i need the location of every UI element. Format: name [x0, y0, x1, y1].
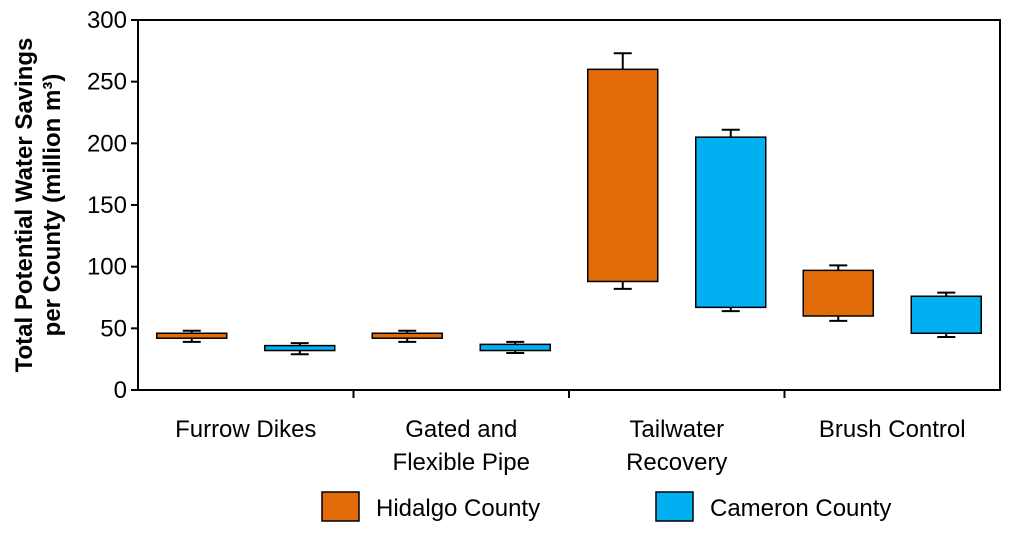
legend: Hidalgo County Cameron County: [321, 491, 891, 522]
box-iqr: [802, 269, 874, 317]
box-hidalgo-county: [156, 329, 228, 343]
axes: [137, 19, 1001, 391]
legend-item: Hidalgo County: [321, 491, 540, 522]
box-iqr: [264, 344, 336, 352]
box-iqr: [371, 332, 443, 339]
legend-swatch: [321, 491, 360, 522]
legend-item: Cameron County: [655, 491, 891, 522]
y-tick-label: 0: [114, 377, 127, 404]
x-category-label: Flexible Pipe: [393, 449, 530, 476]
y-axis-ticks: 0 50 100 150 200 250 300: [87, 7, 138, 404]
y-axis-title-line: per County (million m³): [39, 74, 66, 337]
y-axis-title-line: Total Potential Water Savings: [11, 38, 38, 373]
boxes: [156, 52, 982, 356]
y-tick-label: 50: [100, 315, 127, 342]
box-cameron-county: [695, 128, 767, 313]
box-iqr: [156, 332, 228, 339]
box-hidalgo-county: [587, 52, 659, 290]
box-iqr: [695, 136, 767, 309]
box-cameron-county: [479, 340, 551, 354]
x-category-label: Gated and: [405, 416, 517, 443]
y-axis-title: Total Potential Water Savings per County …: [11, 38, 66, 373]
y-tick-label: 300: [87, 7, 127, 34]
x-axis-ticks: Furrow Dikes Gated and Flexible Pipe Tailwa…: [175, 390, 966, 476]
box-hidalgo-county: [802, 264, 874, 322]
legend-label: Cameron County: [710, 495, 891, 522]
box-iqr: [587, 68, 659, 283]
box-iqr: [479, 343, 551, 352]
y-tick-label: 250: [87, 69, 127, 96]
y-tick-label: 150: [87, 192, 127, 219]
plot-frame: [137, 19, 1001, 391]
legend-swatch: [655, 491, 694, 522]
box-cameron-county: [910, 291, 982, 338]
y-tick-label: 200: [87, 130, 127, 157]
box-iqr: [910, 295, 982, 335]
x-category-label: Tailwater: [629, 416, 724, 443]
x-category-label: Furrow Dikes: [175, 416, 316, 443]
x-category-label: Recovery: [626, 449, 727, 476]
y-tick-label: 100: [87, 254, 127, 281]
legend-label: Hidalgo County: [376, 495, 540, 522]
box-hidalgo-county: [371, 329, 443, 343]
box-cameron-county: [264, 342, 336, 356]
x-category-label: Brush Control: [819, 416, 966, 443]
